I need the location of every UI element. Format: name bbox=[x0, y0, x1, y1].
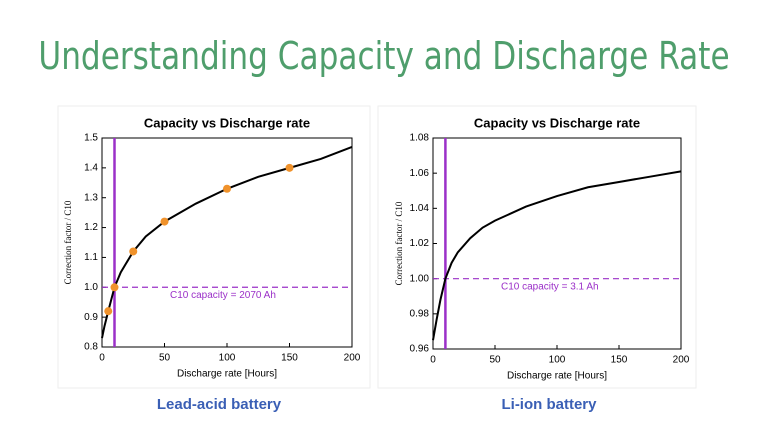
y-tick-label: 1.00 bbox=[410, 273, 430, 284]
x-tick-label: 100 bbox=[219, 353, 236, 364]
x-tick-label: 0 bbox=[99, 353, 105, 364]
x-axis-label: Discharge rate [Hours] bbox=[177, 369, 277, 380]
x-tick-label: 50 bbox=[489, 355, 501, 366]
curve bbox=[432, 170, 682, 341]
point bbox=[129, 247, 138, 256]
x-tick-label: 50 bbox=[159, 353, 171, 364]
caption: Li-ion battery bbox=[501, 396, 597, 413]
y-tick-label: 0.96 bbox=[410, 344, 430, 355]
x-tick-label: 200 bbox=[673, 355, 690, 366]
curve bbox=[101, 146, 353, 339]
y-tick-label: 1.3 bbox=[84, 192, 98, 203]
y-tick-label: 1.4 bbox=[84, 162, 98, 173]
point bbox=[110, 283, 119, 292]
x-tick-label: 100 bbox=[549, 355, 566, 366]
y-axis-label: Correction factor / C10 bbox=[394, 201, 404, 285]
plot-area bbox=[101, 137, 353, 348]
plot-area bbox=[432, 137, 682, 350]
y-tick-label: 1.08 bbox=[410, 133, 430, 144]
point bbox=[160, 217, 169, 226]
y-tick-label: 0.8 bbox=[84, 342, 98, 353]
y-tick-label: 1.04 bbox=[410, 203, 430, 214]
x-axis-label: Discharge rate [Hours] bbox=[507, 371, 607, 382]
point bbox=[223, 184, 231, 193]
page-title: Understanding Capacity and Discharge Rat… bbox=[38, 35, 729, 79]
y-tick-label: 1.5 bbox=[84, 133, 98, 144]
chart-title: Capacity vs Discharge rate bbox=[144, 115, 310, 130]
annotation: C10 capacity = 3.1 Ah bbox=[501, 281, 599, 292]
y-tick-label: 1.2 bbox=[84, 222, 98, 233]
point bbox=[285, 163, 294, 172]
chart-title: Capacity vs Discharge rate bbox=[474, 115, 640, 130]
y-axis-label: Correction factor / C10 bbox=[63, 200, 73, 284]
y-tick-label: 1.06 bbox=[410, 168, 430, 179]
x-tick-label: 200 bbox=[344, 353, 361, 364]
y-tick-label: 1.0 bbox=[84, 282, 98, 293]
y-tick-label: 0.9 bbox=[84, 312, 98, 323]
x-tick-label: 150 bbox=[611, 355, 628, 366]
y-tick-label: 1.02 bbox=[410, 238, 430, 249]
y-tick-label: 1.1 bbox=[84, 252, 98, 263]
y-tick-label: 0.98 bbox=[410, 308, 430, 319]
x-tick-label: 0 bbox=[430, 355, 436, 366]
point bbox=[104, 307, 113, 316]
x-tick-label: 150 bbox=[281, 353, 298, 364]
caption: Lead-acid battery bbox=[157, 396, 282, 413]
annotation: C10 capacity = 2070 Ah bbox=[170, 290, 276, 301]
